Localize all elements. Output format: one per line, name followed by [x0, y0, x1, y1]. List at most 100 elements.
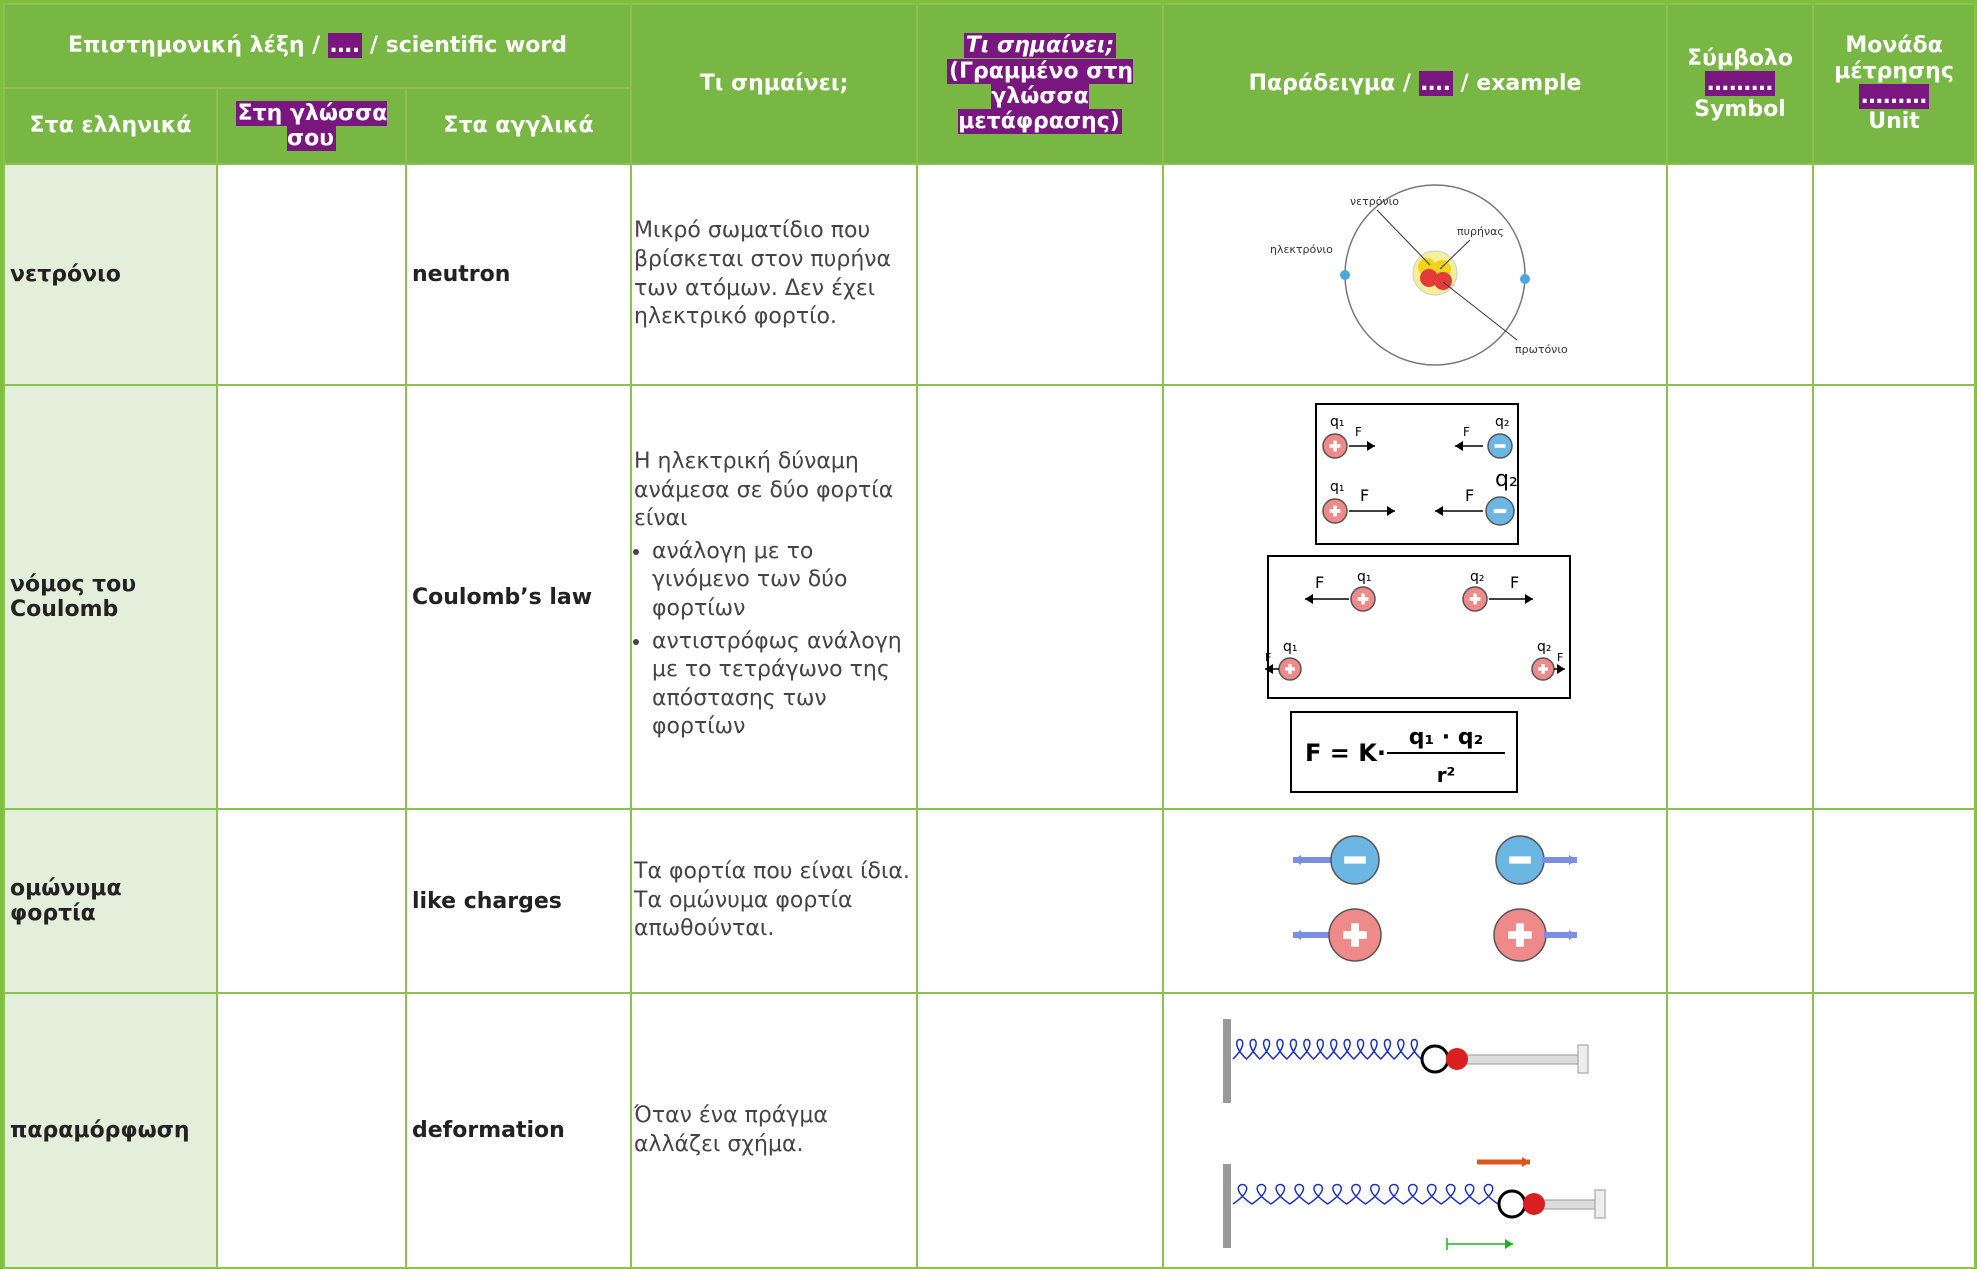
- empty-cell: [916, 384, 1165, 810]
- empty-cell: [1666, 163, 1815, 386]
- stop: [1577, 1044, 1589, 1074]
- path: [1435, 506, 1444, 516]
- tbody: Επιστημονική λέξη / …. / scientific word…: [2, 3, 1977, 1269]
- header-cell: Σύμβολο……… Symbol: [1666, 3, 1815, 165]
- greek-term: ομώνυμα φορτία: [3, 808, 218, 994]
- diagram-label: F: [1315, 573, 1324, 592]
- formula: r²: [1437, 763, 1456, 787]
- example: [1162, 992, 1669, 1269]
- example: [1162, 808, 1669, 994]
- diagram-label: ηλεκτρόνιο: [1270, 243, 1333, 256]
- path: [1522, 1157, 1531, 1167]
- empty-cell: [1666, 992, 1815, 1269]
- header-cell: Παράδειγμα / …. / example: [1162, 3, 1669, 165]
- span: Symbol: [1694, 96, 1786, 122]
- span: (Γραμμένο στη γλώσσα μετάφρασης): [946, 58, 1134, 135]
- handle: [1446, 1048, 1469, 1070]
- empty-cell: [916, 992, 1165, 1269]
- meaning: Όταν ένα πράγμα αλλάζει σχήμα.: [630, 992, 919, 1269]
- bullet: αντιστρόφως ανάλογη με το τετράγωνο της …: [652, 628, 911, 742]
- atom-diagram: νετρόνιο πυρήνας ηλεκτρόνιο πρωτόνιο: [1270, 184, 1568, 366]
- coulomb-diagram: F = K· q₁ · q₂ r² q₁ Fq₂ Fq₁ Fq₂ Fq₁ F q₂ Fq₁ Fq…: [1265, 403, 1572, 793]
- meaning: Τα φορτία που είναι ίδια. Τα ομώνυμα φορ…: [630, 808, 919, 994]
- meaning: Η ηλεκτρική δύναμη ανάμεσα σε δύο φορτία…: [630, 384, 919, 810]
- empty-cell: [916, 163, 1165, 386]
- path: [1367, 441, 1376, 451]
- bullet: ανάλογη με το γινόμενο των δύο φορτίων: [652, 538, 911, 624]
- path: [1525, 594, 1534, 604]
- greek-term: νετρόνιο: [3, 163, 218, 386]
- header-cell: Στα αγγλικά: [404, 87, 633, 165]
- span: Μονάδα μέτρησης: [1834, 33, 1954, 84]
- header-cell: Στη γλώσσα σου: [216, 87, 407, 165]
- empty-cell: [1812, 992, 1977, 1269]
- hook: [1497, 1189, 1527, 1219]
- row: παραμόρφωση deformation Όταν ένα πράγμα …: [3, 992, 1977, 1269]
- wall: [1223, 1164, 1232, 1248]
- row: νετρόνιο neutron Μικρό σωματίδιο που βρί…: [3, 163, 1977, 386]
- empty-cell: [1812, 808, 1977, 994]
- span: Σύμβολο: [1687, 46, 1793, 72]
- diagram-label: πρωτόνιο: [1515, 343, 1568, 356]
- empty-cell: [216, 808, 407, 994]
- line: [1442, 281, 1518, 341]
- diagram-label: πυρήνας: [1457, 225, 1504, 238]
- line: [1376, 209, 1431, 266]
- path: [1455, 441, 1464, 451]
- greek-term: νόμος του Coulomb: [3, 384, 218, 810]
- path: [1305, 594, 1314, 604]
- english-term: Coulomb’s law: [404, 384, 633, 810]
- diagram-label: F: [1465, 486, 1474, 505]
- like-charges-diagram: [1293, 835, 1578, 962]
- empty-cell: [1666, 808, 1815, 994]
- spring: [1232, 1038, 1422, 1061]
- diagram-label: q₂: [1495, 467, 1518, 492]
- span: Unit: [1868, 109, 1920, 135]
- span: Στα αγγλικά: [443, 113, 594, 139]
- header-cell: Στα ελληνικά: [3, 87, 218, 165]
- english-term: like charges: [404, 808, 633, 994]
- diagram-label: νετρόνιο: [1350, 195, 1399, 208]
- english-term: deformation: [404, 992, 633, 1269]
- span: Επιστημονική λέξη /: [68, 33, 321, 59]
- span: Στη γλώσσα σου: [235, 100, 388, 151]
- path: [1387, 506, 1396, 516]
- path: [1505, 1239, 1514, 1249]
- diagram-label: q₂: [1537, 639, 1552, 655]
- rect: [1267, 555, 1572, 699]
- empty-cell: [216, 992, 407, 1269]
- path: [1293, 930, 1302, 940]
- rect: [1290, 711, 1519, 793]
- example: νετρόνιο πυρήνας ηλεκτρόνιο πρωτόνιο: [1162, 163, 1669, 386]
- header-row: Στα ελληνικά Στη γλώσσα σου Στα αγγλικά: [3, 87, 1975, 165]
- span: Τι σημαίνει;: [699, 71, 849, 97]
- row: νόμος του Coulomb Coulomb’s law Η ηλεκτρ…: [3, 384, 1977, 810]
- span: Η ηλεκτρική δύναμη ανάμεσα σε δύο φορτία…: [634, 449, 894, 532]
- formula: q₁ · q₂: [1409, 725, 1483, 750]
- diagram-label: F: [1355, 425, 1362, 439]
- header-cell: Μονάδα μέτρησης……… Unit: [1812, 3, 1977, 165]
- path: [1557, 664, 1566, 674]
- circle: [1520, 274, 1531, 284]
- span: / example: [1460, 71, 1582, 97]
- path: [1265, 664, 1274, 674]
- span: ………: [1859, 84, 1930, 109]
- path: [1569, 930, 1578, 940]
- header-cell: Επιστημονική λέξη / …. / scientific word: [2, 3, 633, 89]
- span: ………: [1705, 71, 1776, 97]
- span: ….: [327, 33, 363, 59]
- header-row: Επιστημονική λέξη / …. / scientific word…: [2, 3, 1977, 165]
- diagram-label: q₁: [1283, 639, 1298, 655]
- diagram-label: q₁: [1330, 414, 1345, 430]
- diagram-label: q₁: [1357, 569, 1372, 585]
- empty-cell: [916, 808, 1165, 994]
- spring: [1232, 1183, 1499, 1205]
- header-cell: Τι σημαίνει;: [630, 3, 919, 165]
- span: Παράδειγμα /: [1248, 71, 1411, 97]
- span: Στα ελληνικά: [29, 113, 192, 139]
- spring-diagram: [1223, 1019, 1606, 1250]
